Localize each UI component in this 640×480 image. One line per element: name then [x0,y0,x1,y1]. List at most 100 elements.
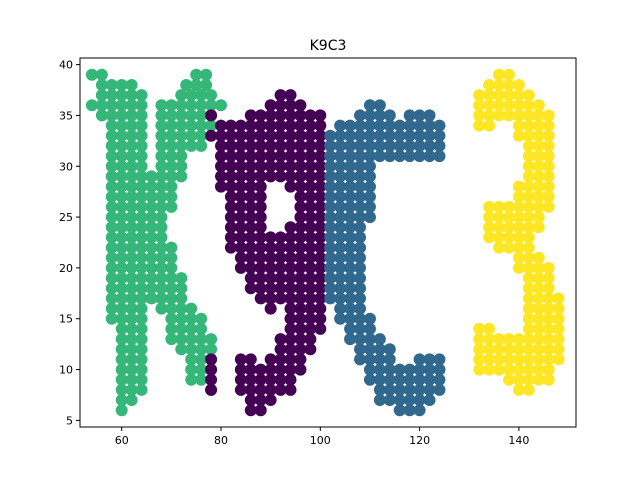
data-point [244,150,257,163]
data-point [512,333,525,346]
data-point [522,383,535,396]
data-point [234,353,247,366]
data-point [185,99,198,112]
data-point [304,170,317,183]
data-point [344,302,357,315]
data-point [383,109,396,122]
data-point [254,292,267,305]
data-point [294,231,307,244]
data-point [473,99,486,112]
data-point [195,139,208,152]
data-point [354,333,367,346]
data-point [135,180,148,193]
data-point [354,251,367,264]
data-point [215,129,228,142]
data-point [115,272,128,285]
data-point [115,373,128,386]
data-point [423,363,436,376]
data-point [254,231,267,244]
data-point [205,129,218,142]
data-point [314,312,327,325]
data-point [473,363,486,376]
data-point [254,383,267,396]
data-point [324,292,337,305]
data-point [413,394,426,407]
data-point [493,343,506,356]
data-point [175,89,188,102]
data-point [483,231,496,244]
data-point [254,241,267,254]
data-point [264,394,277,407]
data-point [324,241,337,254]
data-point [105,109,118,122]
data-point [284,160,297,173]
data-point [135,383,148,396]
data-point [85,68,98,81]
data-point [344,312,357,325]
data-point [512,99,525,112]
data-point [314,322,327,335]
data-point [423,394,436,407]
data-point [284,363,297,376]
data-point [304,333,317,346]
data-point [185,373,198,386]
data-point [115,139,128,152]
data-point [314,180,327,193]
data-point [294,333,307,346]
data-point [264,241,277,254]
data-point [344,221,357,234]
data-point [195,129,208,142]
data-point [532,292,545,305]
data-point [363,190,376,203]
data-point [354,211,367,224]
points-layer [85,68,565,417]
data-point [284,251,297,264]
data-point [542,150,555,163]
data-point [244,129,257,142]
data-point [542,139,555,152]
data-point [294,272,307,285]
data-point [244,211,257,224]
data-point [512,109,525,122]
data-point [522,363,535,376]
data-point [493,109,506,122]
data-point [175,272,188,285]
data-point [165,272,178,285]
data-point [502,89,515,102]
data-point [244,221,257,234]
data-point [324,221,337,234]
data-point [502,373,515,386]
data-point [512,241,525,254]
data-point [334,231,347,244]
data-point [512,180,525,193]
data-point [552,353,565,366]
data-point [383,119,396,132]
data-point [383,343,396,356]
data-point [244,241,257,254]
data-point [115,211,128,224]
data-point [205,99,218,112]
data-point [294,251,307,264]
data-point [264,272,277,285]
data-point [354,139,367,152]
data-point [125,292,138,305]
data-point [393,404,406,417]
data-point [125,78,138,91]
data-point [185,129,198,142]
data-point [105,78,118,91]
data-point [105,211,118,224]
data-point [383,139,396,152]
data-point [532,363,545,376]
data-point [155,190,168,203]
data-point [413,150,426,163]
data-point [254,251,267,264]
data-point [234,180,247,193]
data-point [403,109,416,122]
data-point [195,322,208,335]
data-point [314,231,327,244]
data-point [354,231,367,244]
data-point [294,190,307,203]
data-point [314,139,327,152]
data-point [344,272,357,285]
data-point [354,312,367,325]
